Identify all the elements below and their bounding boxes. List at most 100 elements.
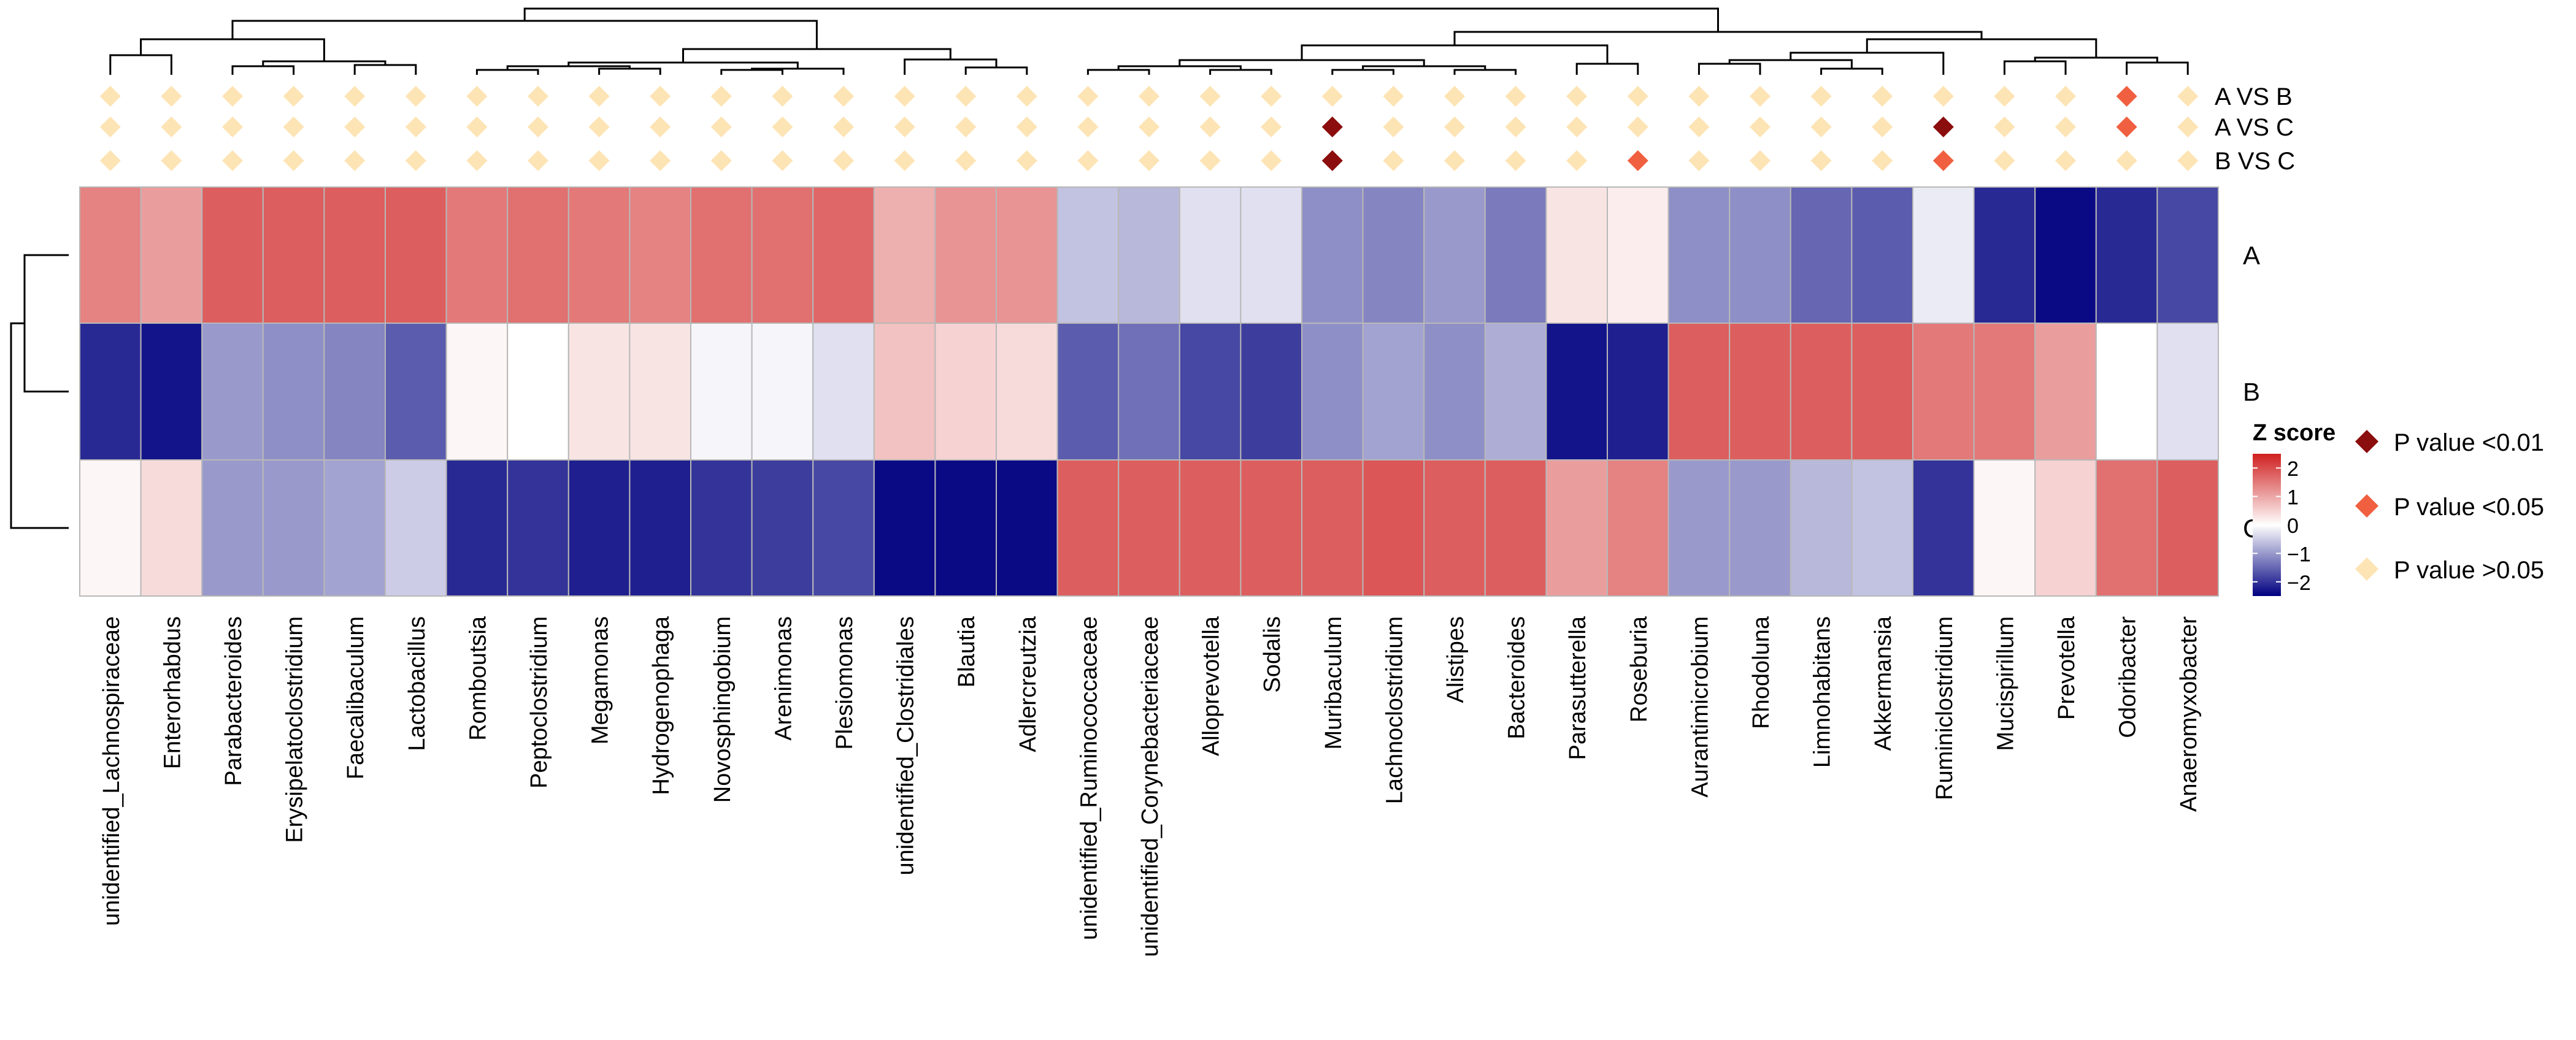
heatmap-cell <box>812 459 875 597</box>
significance-diamond <box>2177 86 2199 107</box>
significance-diamond <box>955 117 977 137</box>
significance-diamond <box>1444 86 1465 107</box>
heatmap-cell <box>1729 459 1791 597</box>
column-label: Plesiomonas <box>832 616 858 750</box>
dendrogram-branch <box>231 65 295 75</box>
heatmap-cell <box>140 459 203 597</box>
significance-diamond <box>1627 150 1648 171</box>
column-label: Anaeromyxobacter <box>2176 616 2202 812</box>
heatmap-cell <box>1729 186 1791 324</box>
heatmap-cell <box>1301 459 1364 597</box>
dendrogram-branch <box>720 69 783 75</box>
heatmap-cell <box>1423 323 1486 461</box>
significance-diamond <box>1872 86 1893 107</box>
significance-diamond <box>1505 150 1526 171</box>
significance-diamond <box>1199 86 1221 107</box>
heatmap-cell <box>1301 186 1364 324</box>
significance-diamond <box>1199 150 1221 171</box>
significance-diamond <box>1016 150 1037 171</box>
heatmap-cell <box>1667 459 1731 597</box>
significance-diamond <box>1566 117 1588 137</box>
heatmap-cell <box>751 323 814 461</box>
dendrogram-branch <box>1790 52 1945 75</box>
heatmap-cell <box>1973 459 2036 597</box>
heatmap-cell <box>1851 459 1913 597</box>
dendrogram-branch <box>598 67 661 75</box>
significance-diamond <box>161 150 182 171</box>
significance-legend: P value <0.01 P value <0.05 P value >0.05 <box>2355 429 2544 584</box>
significance-diamond <box>1810 86 1832 107</box>
significance-diamond <box>588 86 610 107</box>
significance-diamond <box>1383 86 1404 107</box>
zscore-colorbar: Z score 2 1 0 −1 −2 <box>2253 420 2336 596</box>
significance-diamond <box>466 86 488 107</box>
heatmap-cell <box>1912 459 1975 597</box>
column-label: Parasutterella <box>1565 616 1591 760</box>
significance-diamond <box>1932 150 1954 171</box>
significance-diamond <box>894 117 915 137</box>
column-dendrogram <box>109 7 2189 75</box>
heatmap-cell <box>1790 323 1853 461</box>
dendrogram-branch <box>523 7 1719 32</box>
significance-diamond <box>344 150 366 171</box>
legend-label: P value >0.05 <box>2394 557 2544 584</box>
column-label: Peptoclostridium <box>526 616 552 789</box>
colorbar-tick-label: −2 <box>2287 572 2311 595</box>
heatmap-cell <box>2156 323 2219 461</box>
significance-diamond <box>99 117 121 137</box>
dendrogram-branch <box>1697 63 1761 75</box>
significance-diamond <box>1077 117 1099 137</box>
comparison-labels: A VS B A VS C B VS C <box>2215 83 2295 175</box>
heatmap-cell <box>629 459 692 597</box>
heatmap-cell <box>2034 459 2097 597</box>
dendrogram-branch <box>1453 69 1517 75</box>
column-label: Roseburia <box>1626 616 1652 722</box>
heatmap-cell <box>1545 459 1608 597</box>
column-label: Alloprevotella <box>1199 616 1225 756</box>
heatmap-cell <box>1545 186 1608 324</box>
heatmap-cell <box>1362 459 1425 597</box>
heatmap-cell <box>1056 459 1120 597</box>
heatmap-cell <box>140 323 203 461</box>
significance-diamond <box>833 117 854 137</box>
column-label: Mucispirillum <box>1993 616 2018 751</box>
significance-diamond <box>1016 117 1037 137</box>
heatmap-cell <box>445 459 509 597</box>
colorbar-tick-label: 1 <box>2287 486 2299 510</box>
column-label: Prevotella <box>2054 616 2080 720</box>
legend-label: P value <0.01 <box>2394 429 2544 456</box>
heatmap-cell <box>1178 186 1242 324</box>
column-label: Alistipes <box>1443 616 1469 703</box>
heatmap-cell <box>934 323 998 461</box>
column-label: Rhodoluna <box>1748 616 1774 729</box>
significance-diamond <box>2116 117 2137 137</box>
significance-diamond <box>283 86 304 107</box>
row-label: B <box>2243 378 2260 407</box>
heatmap-cell <box>1607 323 1669 461</box>
significance-diamond <box>1139 117 1159 137</box>
column-label: Enterorhabdus <box>160 616 185 769</box>
heatmap-cell <box>1973 186 2036 324</box>
heatmap-cell <box>1790 459 1853 597</box>
column-label: Bacteroides <box>1504 616 1530 740</box>
significance-diamond <box>528 117 548 137</box>
heatmap-cell <box>934 186 998 324</box>
significance-diamond <box>1932 117 1954 137</box>
heatmap-cell <box>2095 323 2158 461</box>
column-label: Limnohabitans <box>1810 616 1836 768</box>
column-label: Hydrogenophaga <box>648 616 674 795</box>
heatmap-cell <box>445 186 509 324</box>
column-label: unidentified_Lachnospiraceae <box>99 616 125 926</box>
significance-diamond <box>710 117 732 137</box>
heatmap-cell <box>567 323 631 461</box>
column-labels: unidentified_Lachnospiraceae Enterorhabdu… <box>99 616 2202 957</box>
heatmap-cell <box>690 459 753 597</box>
significance-diamond <box>2055 86 2076 107</box>
heatmap-cell <box>2095 459 2158 597</box>
heatmap-cell <box>567 186 631 324</box>
significance-diamond <box>1994 117 2015 137</box>
dendrogram-branch <box>475 69 539 75</box>
heatmap-cell <box>1178 323 1242 461</box>
significance-diamond <box>650 117 671 137</box>
colorbar-title: Z score <box>2253 420 2336 446</box>
